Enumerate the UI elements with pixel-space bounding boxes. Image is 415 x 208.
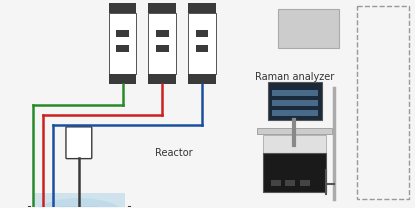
Text: Raman analyzer: Raman analyzer (255, 72, 334, 82)
Bar (278, 9, 339, 48)
Bar (149, 74, 176, 84)
Bar (188, 13, 216, 74)
Bar (156, 45, 168, 52)
Bar (271, 110, 318, 116)
Bar (271, 181, 281, 186)
Bar (109, 3, 137, 13)
Bar (196, 45, 208, 52)
Bar (109, 74, 137, 84)
Ellipse shape (30, 198, 127, 208)
Bar (156, 30, 168, 37)
Bar (116, 45, 129, 52)
Bar (149, 3, 176, 13)
Bar (263, 135, 326, 153)
Bar (286, 181, 295, 186)
Bar (271, 100, 318, 106)
Bar (188, 74, 216, 84)
Bar (357, 6, 409, 199)
Bar (109, 13, 137, 74)
Bar (256, 128, 332, 134)
Text: Reactor: Reactor (155, 148, 193, 158)
Bar (300, 181, 310, 186)
Bar (268, 82, 322, 120)
Bar (196, 30, 208, 37)
Bar (116, 30, 129, 37)
Bar (188, 3, 216, 13)
Bar (263, 153, 326, 192)
FancyBboxPatch shape (66, 127, 92, 159)
Bar (271, 90, 318, 96)
Bar (149, 13, 176, 74)
